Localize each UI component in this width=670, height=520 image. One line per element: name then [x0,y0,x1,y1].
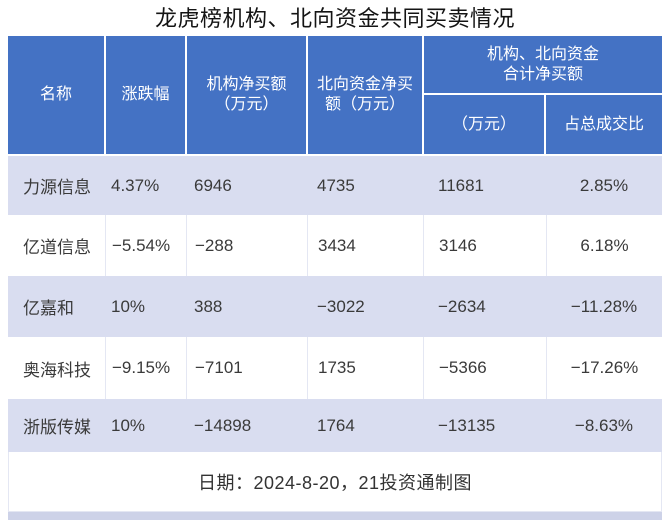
column-header-northbound-net-buy: 北向资金净买 额（万元） [308,36,422,154]
data-table: 名称 涨跌幅 机构净买额 （万元） 北向资金净买 额（万元） 机构、北向资金 合… [8,36,662,520]
cell-change-percent: 10% [111,415,146,435]
cell-stock-name: 浙版传媒 [23,418,91,437]
table-row: 亿嘉和 10% 388 −3022 −2634 −11.28% [8,276,662,337]
page-title: 龙虎榜机构、北向资金共同买卖情况 [154,6,515,31]
cell-turnover-ratio: 2.85% [579,175,629,195]
table-footer-note: 日期：2024-8-20，21投资通制图 [8,452,662,512]
cell-combined-net: −13135 [438,415,496,435]
cell-stock-name: 奥海科技 [23,360,91,380]
cell-change-percent: −5.54% [105,215,186,276]
column-header-combined-group: 机构、北向资金 合计净买额 （万元） 占总成交比 [424,36,662,154]
cell-turnover-ratio: −17.26% [546,337,662,399]
cell-institution-net: −288 [186,215,307,276]
cell-combined-net: 3146 [423,215,546,276]
cell-stock-name: 亿嘉和 [23,299,74,318]
column-header-combined-title: 机构、北向资金 合计净买额 [424,36,662,93]
bottom-strip [8,512,662,520]
cell-institution-net: −14898 [194,415,252,435]
cell-northbound-net: 1764 [317,415,355,435]
cell-turnover-ratio: 6.18% [546,215,662,276]
column-header-change: 涨跌幅 [106,36,185,154]
column-header-combined-ratio: 占总成交比 [546,95,662,154]
cell-combined-net: −2634 [438,296,486,316]
cell-change-percent: 10% [111,296,146,316]
table-row: 奥海科技 −9.15% −7101 1735 −5366 −17.26% [8,337,662,399]
column-header-combined-amount: （万元） [424,95,544,154]
column-header-name: 名称 [8,36,104,154]
cell-combined-net: −5366 [423,337,546,399]
cell-change-percent: 4.37% [111,175,160,195]
table-row: 亿道信息 −5.54% −288 3434 3146 6.18% [8,215,662,276]
table-row: 浙版传媒 10% −14898 1764 −13135 −8.63% [8,399,662,452]
cell-northbound-net: 3434 [307,215,423,276]
cell-northbound-net: −3022 [317,296,365,316]
cell-turnover-ratio: −11.28% [570,296,638,316]
cell-turnover-ratio: −8.63% [574,415,634,435]
cell-stock-name: 亿道信息 [23,238,91,257]
cell-stock-name: 力源信息 [23,178,91,197]
cell-institution-net: 388 [194,296,223,316]
cell-northbound-net: 4735 [317,175,355,195]
table-row: 力源信息 4.37% 6946 4735 11681 2.85% [8,154,662,215]
cell-northbound-net: 1735 [307,337,423,399]
column-header-combined-subrow: （万元） 占总成交比 [424,95,662,154]
column-header-institution-net-buy: 机构净买额 （万元） [187,36,306,154]
cell-institution-net: −7101 [186,337,307,399]
cell-institution-net: 6946 [194,175,232,195]
cell-combined-net: 11681 [438,175,485,195]
table-header: 名称 涨跌幅 机构净买额 （万元） 北向资金净买 额（万元） 机构、北向资金 合… [8,36,662,154]
cell-change-percent: −9.15% [105,337,186,399]
